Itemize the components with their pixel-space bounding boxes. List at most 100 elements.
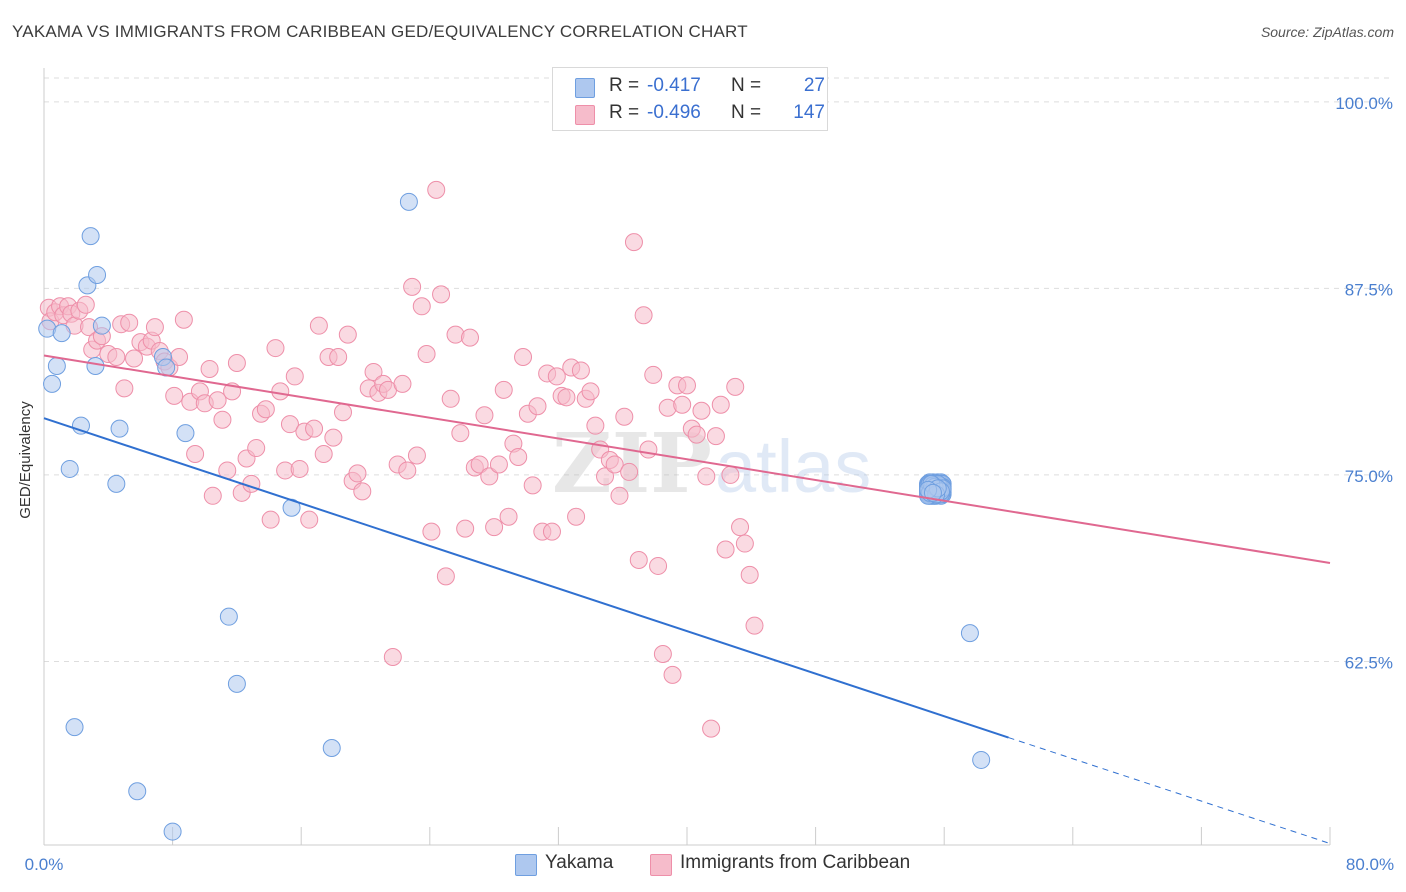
yakama-point — [960, 624, 979, 643]
caribbean-point — [731, 518, 750, 537]
caribbean-point — [663, 665, 682, 684]
caribbean-point — [364, 362, 383, 381]
caribbean-point — [427, 180, 446, 199]
caribbean-point — [200, 359, 219, 378]
caribbean-point — [639, 440, 658, 459]
caribbean-point — [412, 297, 431, 316]
grid-lines — [44, 77, 1394, 662]
caribbean-point — [653, 644, 672, 663]
caribbean-point — [348, 464, 367, 483]
caribbean-point — [649, 556, 668, 575]
caribbean-point — [711, 395, 730, 414]
series-yakama-points — [38, 192, 991, 841]
trend-line-yakama — [43, 417, 1009, 739]
legend-swatch-caribbean — [575, 105, 595, 125]
caribbean-point — [629, 550, 648, 569]
caribbean-point — [247, 439, 266, 458]
legend-r-label: R = — [609, 102, 640, 123]
caribbean-point — [547, 367, 566, 386]
caribbean-point — [460, 328, 479, 347]
y-tick-label: 62.5% — [1345, 653, 1393, 672]
bottom-legend-swatch-yakama — [515, 854, 537, 876]
y-tick-label: 87.5% — [1345, 280, 1393, 299]
caribbean-point — [451, 424, 470, 443]
caribbean-point — [615, 407, 634, 426]
caribbean-point — [605, 455, 624, 474]
trend-lines — [43, 354, 1331, 844]
y-axis-label: GED/Equivalency — [17, 401, 34, 519]
caribbean-point — [475, 406, 494, 425]
caribbean-point — [115, 379, 134, 398]
caribbean-point — [120, 313, 139, 332]
caribbean-point — [745, 616, 764, 635]
caribbean-point — [509, 448, 528, 467]
trend-line-yakama-extension — [1008, 737, 1331, 844]
source-label: Source: ZipAtlas.com — [1260, 24, 1394, 40]
caribbean-point — [333, 403, 352, 422]
caribbean-point — [186, 445, 205, 464]
legend-r-label: R = — [609, 75, 640, 96]
caribbean-point — [280, 415, 299, 434]
caribbean-point — [174, 310, 193, 329]
caribbean-point — [620, 462, 639, 481]
caribbean-point — [673, 395, 692, 414]
caribbean-point — [208, 391, 227, 410]
yakama-point — [88, 265, 107, 284]
caribbean-point — [692, 401, 711, 420]
caribbean-point — [107, 348, 126, 367]
yakama-point — [322, 739, 341, 758]
bottom-legend-swatch-caribbean — [650, 854, 672, 876]
yakama-point — [163, 822, 182, 841]
caribbean-point — [213, 410, 232, 429]
legend-n-value: 147 — [793, 102, 825, 123]
yakama-point — [107, 474, 126, 493]
caribbean-point — [658, 398, 677, 417]
yakama-point — [65, 718, 84, 737]
watermark-atlas: atlas — [715, 425, 871, 508]
tick-labels: 100.0% 87.5% 75.0% 62.5% 0.0% 80.0% — [25, 94, 1394, 874]
caribbean-point — [528, 397, 547, 416]
chart-title: YAKAMA VS IMMIGRANTS FROM CARIBBEAN GED/… — [12, 22, 748, 41]
caribbean-point — [644, 365, 663, 384]
caribbean-point — [735, 534, 754, 553]
legend-r-value: -0.417 — [647, 75, 701, 96]
caribbean-point — [726, 377, 745, 396]
legend-r-value: -0.496 — [647, 102, 701, 123]
caribbean-point — [571, 361, 590, 380]
caribbean-point — [499, 507, 518, 526]
yakama-point — [52, 324, 71, 343]
yakama-point — [47, 356, 66, 375]
caribbean-point — [697, 467, 716, 486]
caribbean-point — [740, 565, 759, 584]
legend-n-label: N = — [731, 75, 762, 96]
caribbean-point — [383, 647, 402, 666]
caribbean-point — [407, 446, 426, 465]
caribbean-point — [610, 486, 629, 505]
yakama-point — [923, 483, 942, 502]
caribbean-point — [436, 567, 455, 586]
caribbean-point — [309, 316, 328, 335]
yakama-point — [86, 356, 105, 375]
caribbean-point — [634, 306, 653, 325]
caribbean-point — [261, 510, 280, 529]
caribbean-point — [446, 325, 465, 344]
caribbean-point — [624, 233, 643, 252]
yakama-point — [43, 374, 62, 393]
caribbean-point — [266, 339, 285, 358]
caribbean-point — [203, 486, 222, 505]
caribbean-point — [285, 367, 304, 386]
caribbean-point — [300, 510, 319, 529]
caribbean-point — [470, 455, 489, 474]
caribbean-point — [706, 427, 725, 446]
bottom-legend-label-caribbean: Immigrants from Caribbean — [680, 852, 911, 873]
caribbean-point — [678, 376, 696, 395]
series-caribbean-points — [39, 180, 764, 738]
yakama-point — [227, 674, 246, 693]
yakama-point — [219, 607, 238, 626]
trend-line-caribbean — [43, 354, 1331, 564]
yakama-point — [128, 782, 147, 801]
yakama-point — [110, 419, 129, 438]
caribbean-point — [687, 425, 706, 444]
caribbean-point — [489, 455, 508, 474]
